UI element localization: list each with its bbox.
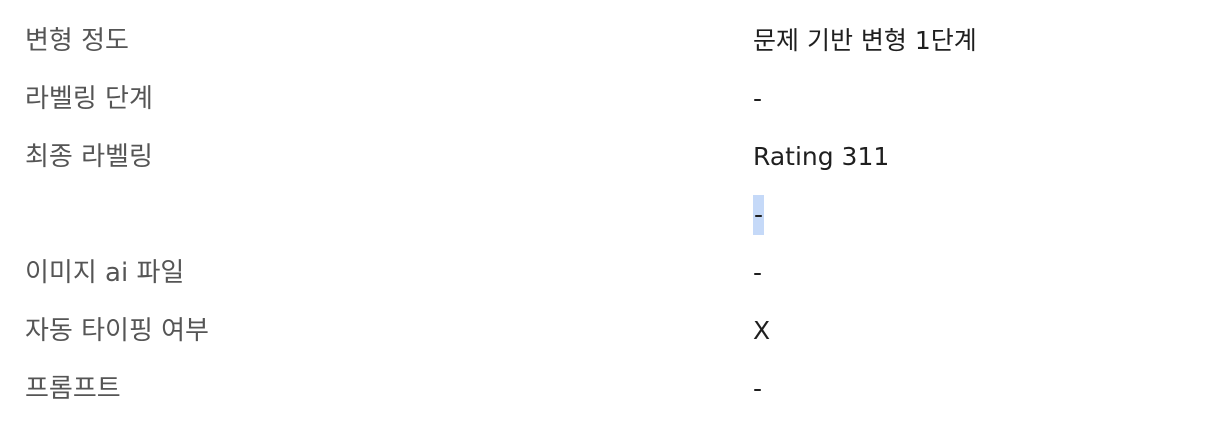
property-value[interactable]: - xyxy=(753,258,763,287)
property-row-transform-level[interactable]: 변형 정도 문제 기반 변형 1단계 xyxy=(0,12,1206,70)
property-row-auto-typing[interactable]: 자동 타이핑 여부 X xyxy=(0,302,1206,360)
property-value[interactable]: X xyxy=(753,316,771,345)
property-value-selected[interactable]: - xyxy=(753,186,765,244)
property-row-prompt[interactable]: 프롬프트 - xyxy=(0,360,1206,418)
property-value[interactable]: 문제 기반 변형 1단계 xyxy=(753,26,977,55)
property-row-image-ai-file[interactable]: 이미지 ai 파일 - xyxy=(0,244,1206,302)
property-value[interactable]: Rating 311 xyxy=(753,142,890,171)
property-label: 라벨링 단계 xyxy=(25,84,153,114)
property-value[interactable]: - xyxy=(753,374,763,403)
property-row-unnamed[interactable]: - xyxy=(0,186,1206,244)
property-row-labeling-stage[interactable]: 라벨링 단계 - xyxy=(0,70,1206,128)
property-label: 프롬프트 xyxy=(25,374,121,404)
selected-text[interactable]: - xyxy=(753,195,765,235)
property-label: 자동 타이핑 여부 xyxy=(25,316,209,346)
property-value[interactable]: - xyxy=(753,84,763,113)
property-row-final-labeling[interactable]: 최종 라벨링 Rating 311 xyxy=(0,128,1206,186)
property-label: 변형 정도 xyxy=(25,26,129,56)
property-label: 이미지 ai 파일 xyxy=(25,258,185,288)
property-label: 최종 라벨링 xyxy=(25,142,153,172)
